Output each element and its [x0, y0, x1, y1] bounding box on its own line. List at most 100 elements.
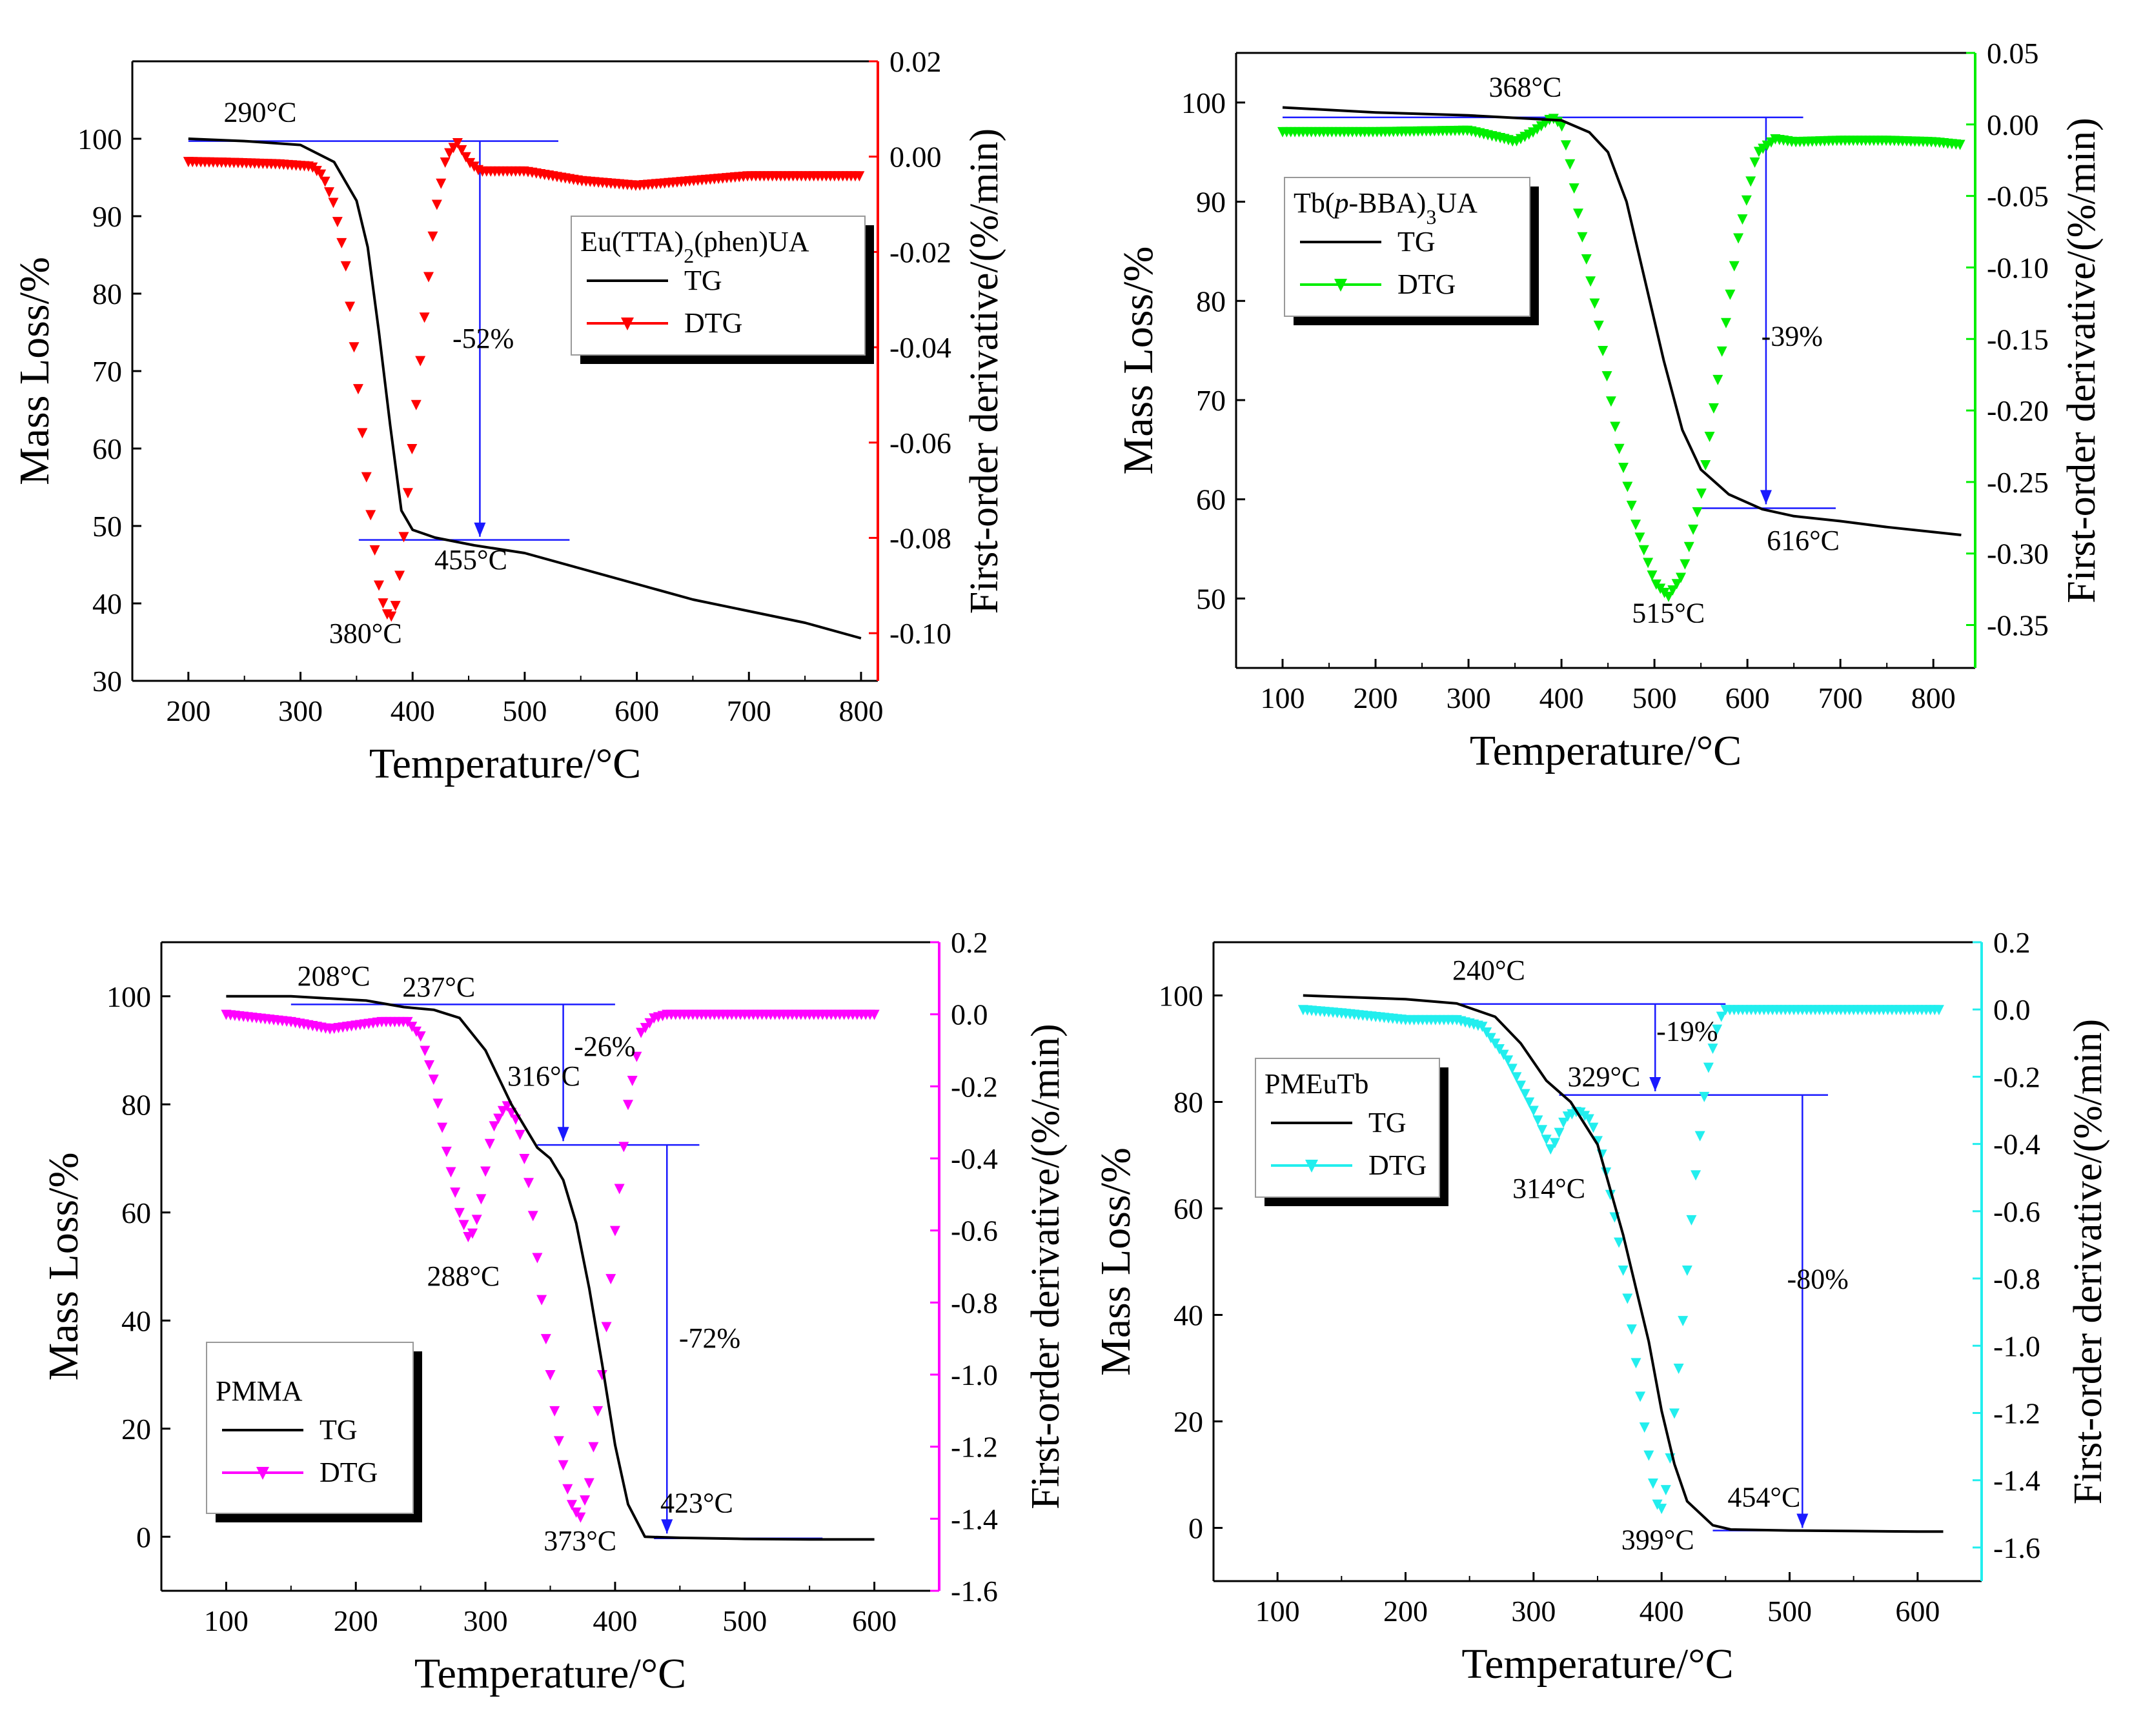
y-right-tick-label: -0.6 [951, 1215, 998, 1247]
dtg-point [514, 1129, 525, 1140]
y-left-tick-label: 100 [77, 123, 122, 156]
dtg-point [1593, 320, 1604, 331]
y-right-tick-label: 0.00 [1987, 108, 2039, 141]
dtg-point [502, 1101, 513, 1112]
dtg-point [467, 1228, 478, 1239]
y-left-tick-label: 0 [136, 1520, 151, 1553]
dtg-point [636, 1027, 647, 1038]
dtg-point [545, 1370, 556, 1380]
dtg-point [1696, 489, 1707, 500]
dtg-point [1549, 1138, 1560, 1149]
legend-tg-label: TG [684, 265, 722, 296]
x-tick-label: 800 [1911, 681, 1956, 714]
dtg-point [1729, 261, 1740, 272]
dtg-point [601, 1322, 612, 1333]
y-left-axis-label: Mass Loss/% [1115, 247, 1162, 475]
y-right-tick-label: -1.4 [1993, 1464, 2040, 1497]
y-right-tick-label: -0.2 [1993, 1060, 2040, 1093]
dtg-series [1277, 114, 1965, 602]
dtg-point [432, 1098, 443, 1109]
dtg-point [407, 444, 418, 454]
x-tick-label: 300 [1511, 1595, 1556, 1628]
dtg-point [1498, 1049, 1509, 1060]
x-tick-label: 200 [166, 694, 210, 727]
dtg-point [1741, 195, 1752, 206]
chart-panel-pmeutb: 100 200 300 400 500 600 0 20 40 60 80 100 -1.6 -1.4 -1… [1092, 926, 2110, 1688]
dtg-point [1503, 1055, 1514, 1066]
dtg-point [431, 199, 442, 210]
dtg-point [458, 1220, 469, 1231]
dtg-point [369, 545, 380, 556]
dtg-point [1933, 1005, 1944, 1016]
dtg-point [450, 1187, 461, 1198]
y-left-tick-label: 50 [1196, 582, 1226, 615]
x-axis-label: Temperature/°C [369, 740, 641, 787]
dtg-point [1485, 1033, 1496, 1044]
dtg-point [1673, 1364, 1684, 1374]
dtg-point [631, 1051, 642, 1062]
chart-panel-tb-bba: 100 200 300 400 500 600 700 800 50 60 70 80 90 100 -0.… [1115, 37, 2104, 774]
x-tick-label: 100 [1255, 1595, 1300, 1628]
y-right-tick-label: -0.15 [1987, 323, 2049, 356]
dtg-point [1481, 1027, 1492, 1038]
guide-arrowhead [474, 522, 486, 537]
y-right-tick-label: -0.2 [951, 1070, 998, 1103]
dtg-point [1565, 159, 1576, 170]
dtg-point [1626, 1324, 1637, 1335]
y-left-tick-label: 100 [1181, 86, 1226, 119]
dtg-point [1671, 579, 1682, 590]
dtg-point [532, 1253, 543, 1264]
legend-title: PMEuTb [1264, 1068, 1368, 1100]
dtg-point [1691, 1170, 1701, 1181]
dtg-point [320, 176, 330, 187]
y-right-tick-label: 0.2 [951, 926, 988, 959]
y-right-tick-label: 0.0 [1993, 993, 2031, 1026]
dtg-point [1516, 1080, 1526, 1091]
annotation-label: -72% [679, 1322, 740, 1354]
dtg-point [1494, 1044, 1505, 1055]
dtg-point [584, 1478, 594, 1489]
y-left-tick-label: 90 [1196, 186, 1226, 219]
y-left-tick-label: 40 [1173, 1299, 1203, 1332]
annotation-label: 423°C [660, 1488, 733, 1519]
dtg-point [588, 1442, 599, 1453]
dtg-point [424, 1060, 435, 1071]
dtg-point [1676, 572, 1687, 583]
dtg-point [1573, 208, 1584, 219]
x-tick-label: 200 [1383, 1595, 1428, 1628]
y-left-tick-label: 40 [121, 1304, 151, 1337]
chart-panel-pmma: 100 200 300 400 500 600 0 20 40 60 80 100 -1.6 -1.4 -1… [40, 926, 1068, 1697]
dtg-point [1721, 318, 1732, 328]
dtg-point [440, 157, 451, 168]
dtg-point [336, 237, 347, 248]
dtg-point [445, 1167, 456, 1178]
legend-dtg-marker [1334, 279, 1347, 292]
dtg-point [558, 1460, 569, 1471]
tg-series [1303, 994, 1944, 1533]
dtg-point [1660, 1485, 1671, 1496]
x-tick-label: 400 [391, 694, 435, 727]
dtg-point [854, 171, 865, 182]
dtg-point [1680, 559, 1691, 570]
legend-box [1255, 1058, 1440, 1198]
dtg-point [1745, 176, 1756, 187]
dtg-point [452, 137, 463, 148]
dtg-point [1579, 1111, 1590, 1122]
x-axis-label: Temperature/°C [414, 1650, 686, 1697]
dtg-point [1532, 1115, 1543, 1126]
y-right-tick-label: -0.02 [889, 236, 951, 268]
y-right-tick-label: -0.25 [1987, 466, 2049, 499]
x-tick-label: 800 [838, 694, 883, 727]
annotation-label: 208°C [298, 960, 371, 992]
y-right-tick-label: -0.08 [889, 521, 951, 554]
x-tick-label: 400 [1640, 1595, 1684, 1628]
annotation-label: 237°C [402, 971, 475, 1003]
y-left-tick-label: 80 [1196, 285, 1226, 318]
dtg-point [398, 532, 409, 543]
guide-arrowhead [1760, 490, 1772, 505]
dtg-point [1598, 345, 1609, 356]
x-tick-label: 600 [614, 694, 659, 727]
dtg-point [640, 1023, 651, 1034]
annotation-label: 380°C [329, 618, 402, 649]
